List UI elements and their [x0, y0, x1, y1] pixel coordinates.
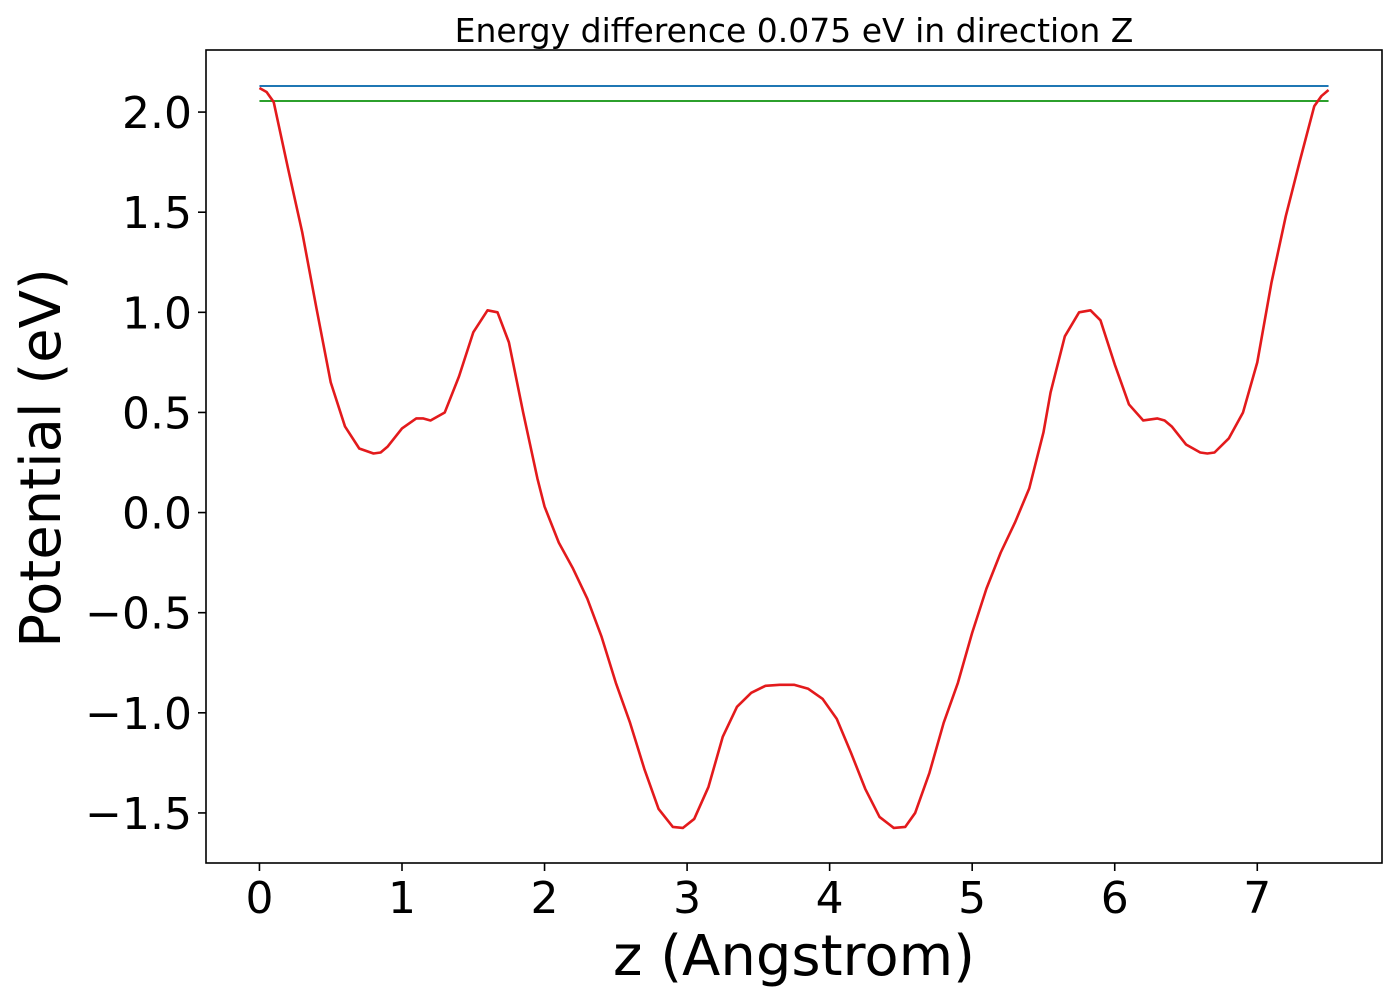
y-tick-label: −1.5 — [85, 789, 192, 840]
plot-area — [258, 85, 1330, 830]
x-tick-label: 5 — [958, 873, 986, 924]
x-tick-label: 6 — [1101, 873, 1129, 924]
y-tick-label: 0.5 — [122, 388, 192, 439]
x-tick-label: 4 — [816, 873, 844, 924]
x-axis: 0 1 2 3 4 5 6 7 — [245, 863, 1271, 924]
x-tick-label: 1 — [388, 873, 416, 924]
series-potential-curve — [258, 86, 1330, 830]
y-axis-label: Potential (eV) — [9, 268, 74, 648]
x-tick-label: 2 — [531, 873, 559, 924]
y-tick-label: 1.0 — [122, 288, 192, 339]
plot-frame — [205, 49, 1383, 864]
y-tick-label: 0.0 — [122, 489, 192, 540]
x-tick-label: 3 — [673, 873, 701, 924]
y-tick-label: 2.0 — [122, 88, 192, 139]
x-axis-label: z (Angstrom) — [613, 924, 975, 989]
y-tick-label: −0.5 — [85, 589, 192, 640]
y-axis: 2.0 1.5 1.0 0.5 0.0 −0.5 −1.0 −1.5 — [85, 88, 206, 840]
y-tick-label: −1.0 — [85, 689, 192, 740]
x-tick-label: 7 — [1243, 873, 1271, 924]
chart-title: Energy difference 0.075 eV in direction … — [455, 11, 1134, 50]
x-tick-label: 0 — [245, 873, 273, 924]
y-tick-label: 1.5 — [122, 188, 192, 239]
